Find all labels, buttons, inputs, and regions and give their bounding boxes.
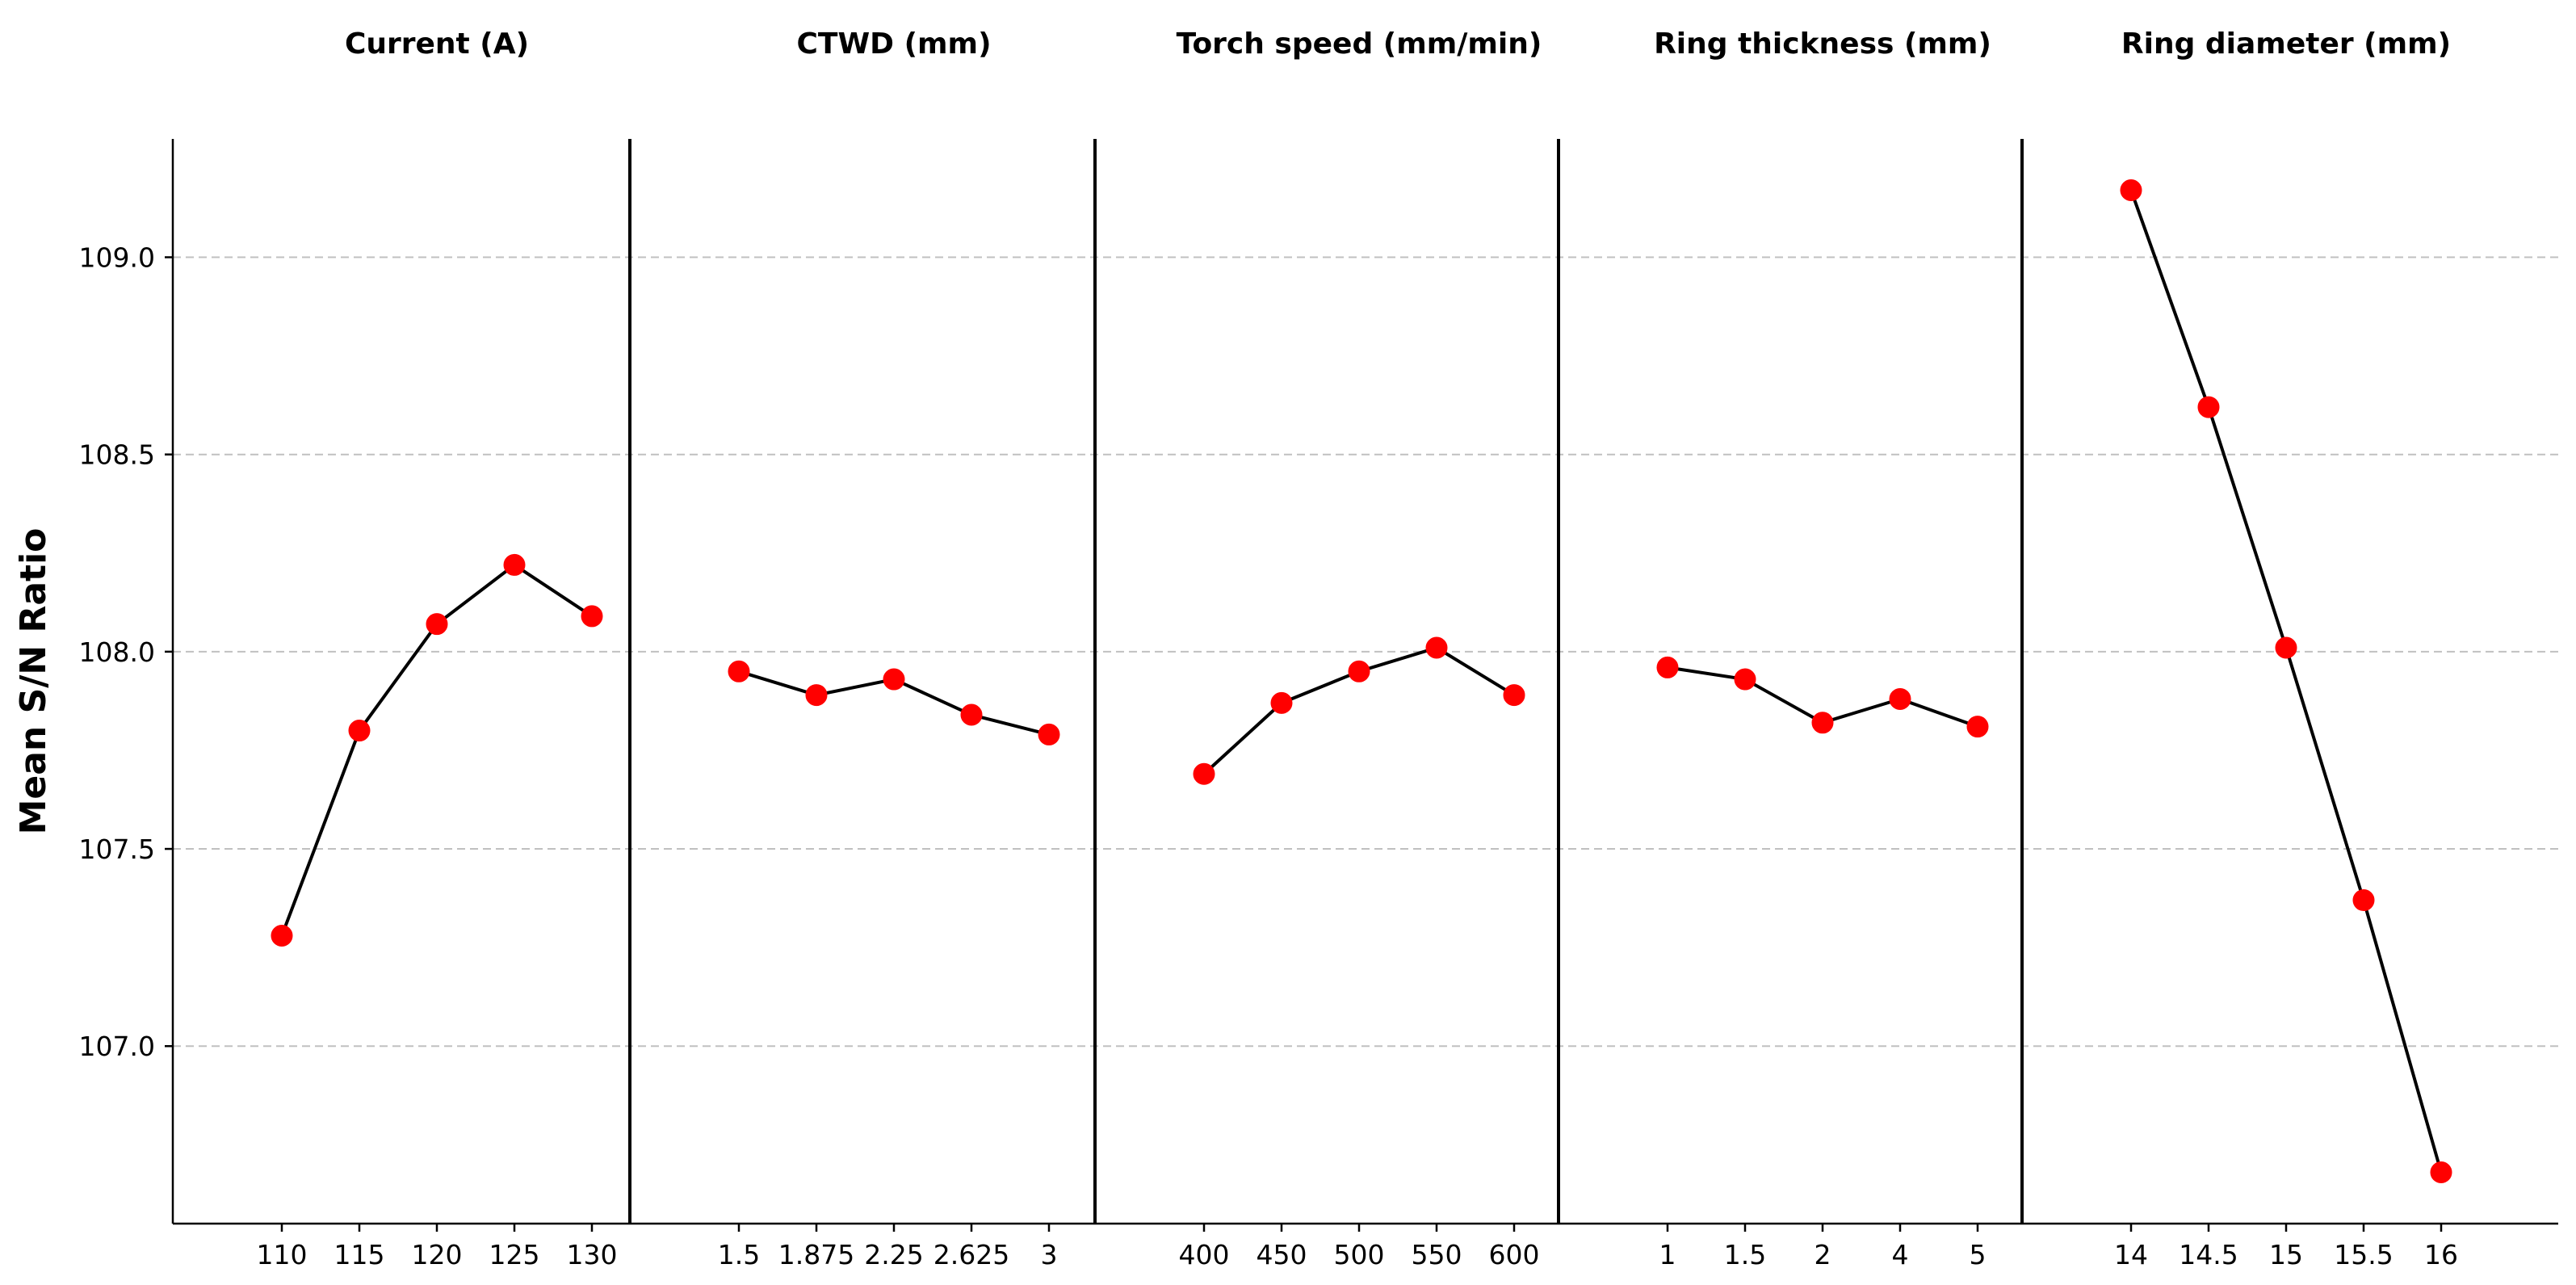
panel-title: Ring diameter (mm) — [2121, 27, 2451, 61]
y-tick-label: 107.5 — [79, 834, 155, 865]
data-point — [1889, 687, 1911, 710]
x-tick-label: 2 — [1815, 1239, 1831, 1270]
data-point — [1270, 691, 1293, 714]
x-tick-label: 600 — [1489, 1239, 1540, 1270]
panel-title: Torch speed (mm/min) — [1177, 27, 1542, 61]
panel-title: Current (A) — [345, 27, 529, 61]
x-tick-label: 14.5 — [2179, 1239, 2238, 1270]
x-tick-label: 120 — [412, 1239, 463, 1270]
x-tick-label: 1.5 — [718, 1239, 760, 1270]
data-point — [1811, 712, 1834, 734]
x-tick-label: 15.5 — [2334, 1239, 2393, 1270]
data-point — [348, 720, 371, 742]
data-point — [1425, 636, 1448, 659]
series-line — [2129, 189, 2443, 1174]
x-tick-label: 1.5 — [1724, 1239, 1766, 1270]
x-tick-label: 5 — [1970, 1239, 1987, 1270]
data-point — [1503, 684, 1525, 707]
data-point — [883, 668, 905, 691]
x-tick-label: 15 — [2269, 1239, 2303, 1270]
data-point — [426, 613, 448, 636]
data-point — [2275, 636, 2297, 659]
x-tick-label: 1.875 — [778, 1239, 854, 1270]
x-tick-label: 130 — [567, 1239, 618, 1270]
data-point — [960, 703, 983, 726]
x-tick-label: 125 — [489, 1239, 540, 1270]
x-tick-label: 400 — [1179, 1239, 1230, 1270]
x-tick-label: 3 — [1041, 1239, 1058, 1270]
y-tick-label: 108.5 — [79, 439, 155, 471]
x-tick-label: 500 — [1334, 1239, 1385, 1270]
panel-title: Ring thickness (mm) — [1654, 27, 1991, 61]
data-point — [728, 660, 750, 682]
x-tick-label: 16 — [2424, 1239, 2458, 1270]
data-point — [1966, 716, 1989, 738]
data-point — [1656, 656, 1679, 678]
data-point — [2120, 178, 2142, 201]
data-point — [1038, 723, 1060, 745]
x-tick-label: 450 — [1257, 1239, 1307, 1270]
x-tick-label: 14 — [2114, 1239, 2148, 1270]
y-tick-label: 107.0 — [79, 1031, 155, 1062]
x-tick-label: 110 — [257, 1239, 308, 1270]
y-tick-label: 108.0 — [79, 636, 155, 668]
data-point — [1193, 762, 1215, 785]
data-point — [503, 553, 526, 576]
y-tick-label: 109.0 — [79, 242, 155, 274]
x-tick-label: 2.625 — [933, 1239, 1009, 1270]
data-point — [581, 605, 603, 628]
data-point — [2352, 889, 2375, 912]
data-point — [805, 684, 828, 707]
y-axis-title: Mean S/N Ratio — [13, 528, 54, 835]
data-point — [2197, 396, 2220, 418]
data-point — [271, 924, 293, 947]
x-tick-label: 1 — [1659, 1239, 1676, 1270]
data-point — [2430, 1161, 2452, 1184]
data-point — [1348, 660, 1370, 682]
x-tick-label: 550 — [1412, 1239, 1462, 1270]
data-point — [1734, 668, 1756, 691]
x-tick-label: 115 — [334, 1239, 385, 1270]
panel-title: CTWD (mm) — [796, 27, 991, 61]
x-tick-label: 4 — [1892, 1239, 1909, 1270]
x-tick-label: 2.25 — [864, 1239, 923, 1270]
